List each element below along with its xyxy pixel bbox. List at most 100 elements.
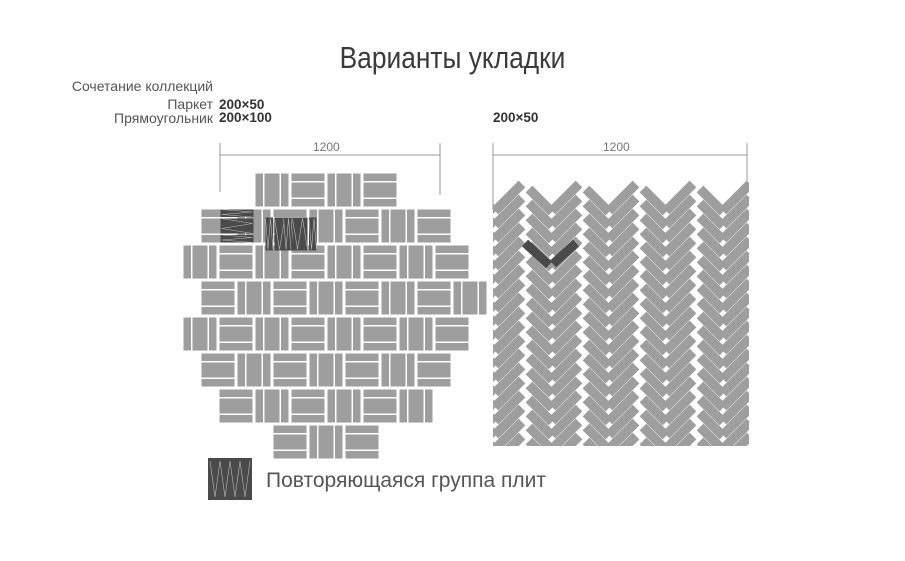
tile-200x50 [582, 213, 613, 244]
tile-200x100 [390, 209, 406, 243]
tile-200x100 [363, 254, 397, 270]
tile-200x50 [525, 227, 556, 258]
tile-200x50 [548, 306, 583, 341]
tile-200x50 [493, 334, 526, 369]
tile-200x100 [192, 317, 208, 351]
tile-200x50 [582, 297, 613, 328]
tile-200x100 [246, 209, 262, 243]
tile-200x50 [493, 399, 499, 410]
tile-200x50 [719, 292, 749, 327]
tile-200x50 [291, 199, 325, 207]
tile-200x50 [780, 212, 807, 239]
tile-200x50 [719, 264, 749, 299]
tile-200x50 [363, 271, 397, 279]
tile-200x50 [548, 390, 583, 425]
tile-200x50 [363, 389, 397, 397]
tile-200x50 [757, 399, 780, 422]
tile-200x50 [425, 317, 433, 351]
tile-200x50 [757, 385, 780, 408]
tile-200x50 [582, 381, 613, 412]
tile-200x50 [255, 173, 263, 207]
tile-200x50 [780, 366, 807, 393]
tile-200x50 [719, 376, 749, 411]
tile-200x50 [639, 213, 670, 244]
tile-200x50 [548, 208, 583, 243]
tile-200x50 [780, 198, 807, 225]
tile-200x50 [363, 199, 397, 207]
tile-200x50 [327, 389, 335, 423]
tile-200x50 [493, 236, 526, 271]
tile-200x50 [219, 415, 253, 423]
tile-200x100 [363, 182, 397, 198]
tile-texture [209, 460, 251, 498]
tile-200x50 [201, 307, 235, 315]
tile-texture [265, 218, 274, 250]
tile-200x50 [291, 389, 325, 397]
tile-200x50 [780, 394, 807, 421]
tile-200x50 [662, 320, 697, 355]
tile-200x50 [757, 231, 780, 254]
tile-200x50 [363, 173, 397, 181]
tile-200x50 [582, 269, 613, 300]
tile-200x50 [273, 425, 307, 433]
tile-200x50 [493, 362, 526, 397]
tile-200x50 [757, 455, 780, 478]
tile-200x50 [582, 325, 613, 356]
tile-200x50 [201, 209, 235, 217]
tile-200x50 [780, 408, 807, 435]
tile-200x50 [696, 437, 712, 446]
tile-texture [221, 234, 253, 243]
tile-200x50 [335, 353, 343, 387]
tile-200x50 [548, 278, 583, 313]
tile-200x50 [353, 317, 361, 351]
tile-200x50 [183, 317, 191, 351]
tile-texture [221, 218, 253, 234]
tile-200x50 [291, 415, 325, 423]
tile-200x50 [345, 425, 379, 433]
tile-200x50 [719, 306, 749, 341]
tile-200x50 [552, 450, 579, 477]
tile-200x50 [548, 222, 583, 257]
tile-200x50 [291, 343, 325, 351]
tile-200x50 [814, 329, 837, 352]
tile-200x50 [780, 226, 807, 253]
size-rectangle: 200×100 [219, 110, 272, 125]
tile-200x50 [605, 236, 640, 271]
tile-200x100 [408, 245, 424, 279]
tile-200x50 [582, 311, 613, 342]
tile-200x50 [525, 185, 556, 216]
tile-200x50 [353, 245, 361, 279]
tile-200x50 [327, 173, 335, 207]
tile-200x50 [719, 278, 749, 313]
tile-200x50 [757, 287, 780, 310]
tile-200x50 [780, 282, 807, 309]
tile-200x100 [318, 281, 334, 315]
tile-200x50 [219, 343, 253, 351]
tile-200x50 [780, 338, 807, 365]
tile-200x50 [757, 273, 780, 296]
tile-200x50 [582, 227, 613, 258]
tile-200x100 [201, 290, 235, 306]
tile-200x50 [605, 418, 640, 446]
tile-200x50 [639, 381, 670, 412]
tile-200x50 [662, 194, 697, 229]
tile-200x50 [814, 287, 837, 310]
page-title: Варианты укладки [339, 40, 566, 75]
tile-200x50 [281, 245, 289, 279]
tile-200x100 [264, 389, 280, 423]
tile-200x50 [666, 450, 693, 477]
tile-200x50 [814, 315, 837, 338]
tile-200x50 [273, 307, 307, 315]
tile-200x50 [639, 269, 670, 300]
tile-200x50 [609, 450, 636, 477]
tile-200x50 [582, 199, 613, 230]
tile-200x50 [582, 423, 612, 446]
tile-200x50 [662, 208, 697, 243]
tile-200x50 [493, 348, 526, 383]
tile-200x50 [438, 436, 465, 463]
tile-200x50 [309, 281, 317, 315]
tile-200x50 [525, 311, 556, 342]
tile-200x50 [696, 311, 727, 342]
tile-200x50 [291, 173, 325, 181]
tile-200x100 [273, 362, 307, 378]
